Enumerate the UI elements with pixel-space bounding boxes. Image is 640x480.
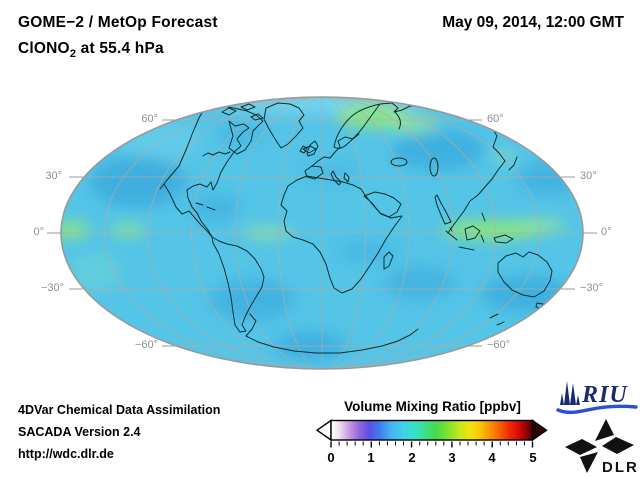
species-formula-subscript: 2 <box>69 48 77 61</box>
lat-label-right-0: 0° <box>601 226 612 238</box>
colorbar-tick-4: 4 <box>488 450 496 465</box>
assimilation-label: 4DVar Chemical Data Assimilation <box>18 403 221 417</box>
dlr-emblem-icon <box>565 419 634 473</box>
colorbar-tick-2: 2 <box>408 450 416 465</box>
lat-label-left-minus30: −30° <box>40 282 64 294</box>
colorbar-title: Volume Mixing Ratio [ppbv] <box>344 399 521 414</box>
wdc-url-label: http://wdc.dlr.de <box>18 447 114 461</box>
colorbar <box>315 419 548 448</box>
colorbar-tick-0: 0 <box>327 450 335 465</box>
riu-wave-icon <box>556 404 638 415</box>
species-formula: ClONO <box>18 40 70 57</box>
riu-logo-text: RIU <box>581 382 628 408</box>
forecast-datetime: May 09, 2014, 12:00 GMT <box>442 14 624 31</box>
riu-logo: RIU <box>556 381 638 415</box>
dlr-logo: DLR <box>565 419 639 476</box>
pressure-level: at 55.4 hPa <box>76 40 164 57</box>
species-level-subtitle: ClONO2 at 55.4 hPa <box>18 40 164 60</box>
colorbar-left-arrow <box>315 419 332 442</box>
version-label: SACADA Version 2.4 <box>18 425 141 439</box>
lat-label-left-minus60: −60° <box>134 339 158 351</box>
page-title: GOME−2 / MetOp Forecast <box>18 14 218 31</box>
lat-label-right-60: 60° <box>487 113 504 125</box>
cathedral-icon <box>560 381 580 405</box>
colorbar-right-arrow <box>531 419 548 442</box>
colorbar-tick-1: 1 <box>367 450 375 465</box>
lat-label-left-30: 30° <box>45 170 62 182</box>
coastlines <box>159 102 573 354</box>
latitude-ticks <box>47 119 597 347</box>
colorbar-tick-5: 5 <box>529 450 537 465</box>
colorbar-tick-3: 3 <box>448 450 456 465</box>
colorbar-minor-ticks <box>338 441 525 446</box>
colorbar-major-ticks <box>330 441 534 448</box>
lat-label-left-60: 60° <box>141 113 158 125</box>
mollweide-map <box>47 96 597 370</box>
lat-label-left-0: 0° <box>33 226 44 238</box>
lat-label-right-minus30: −30° <box>580 282 604 294</box>
lat-label-right-30: 30° <box>580 170 597 182</box>
dlr-logo-text: DLR <box>602 459 639 476</box>
colorbar-gradient-bar <box>330 419 534 441</box>
lat-label-right-minus60: −60° <box>487 339 511 351</box>
